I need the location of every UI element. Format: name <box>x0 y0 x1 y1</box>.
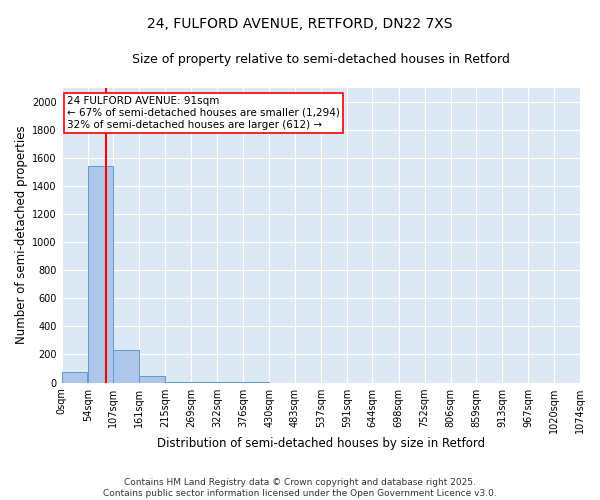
Bar <box>113 350 139 382</box>
Bar <box>88 166 113 382</box>
Bar <box>139 376 165 382</box>
Y-axis label: Number of semi-detached properties: Number of semi-detached properties <box>15 126 28 344</box>
Text: Contains HM Land Registry data © Crown copyright and database right 2025.
Contai: Contains HM Land Registry data © Crown c… <box>103 478 497 498</box>
Text: 24 FULFORD AVENUE: 91sqm
← 67% of semi-detached houses are smaller (1,294)
32% o: 24 FULFORD AVENUE: 91sqm ← 67% of semi-d… <box>67 96 340 130</box>
Text: 24, FULFORD AVENUE, RETFORD, DN22 7XS: 24, FULFORD AVENUE, RETFORD, DN22 7XS <box>147 18 453 32</box>
X-axis label: Distribution of semi-detached houses by size in Retford: Distribution of semi-detached houses by … <box>157 437 485 450</box>
Title: Size of property relative to semi-detached houses in Retford: Size of property relative to semi-detach… <box>132 52 510 66</box>
Bar <box>62 372 87 382</box>
